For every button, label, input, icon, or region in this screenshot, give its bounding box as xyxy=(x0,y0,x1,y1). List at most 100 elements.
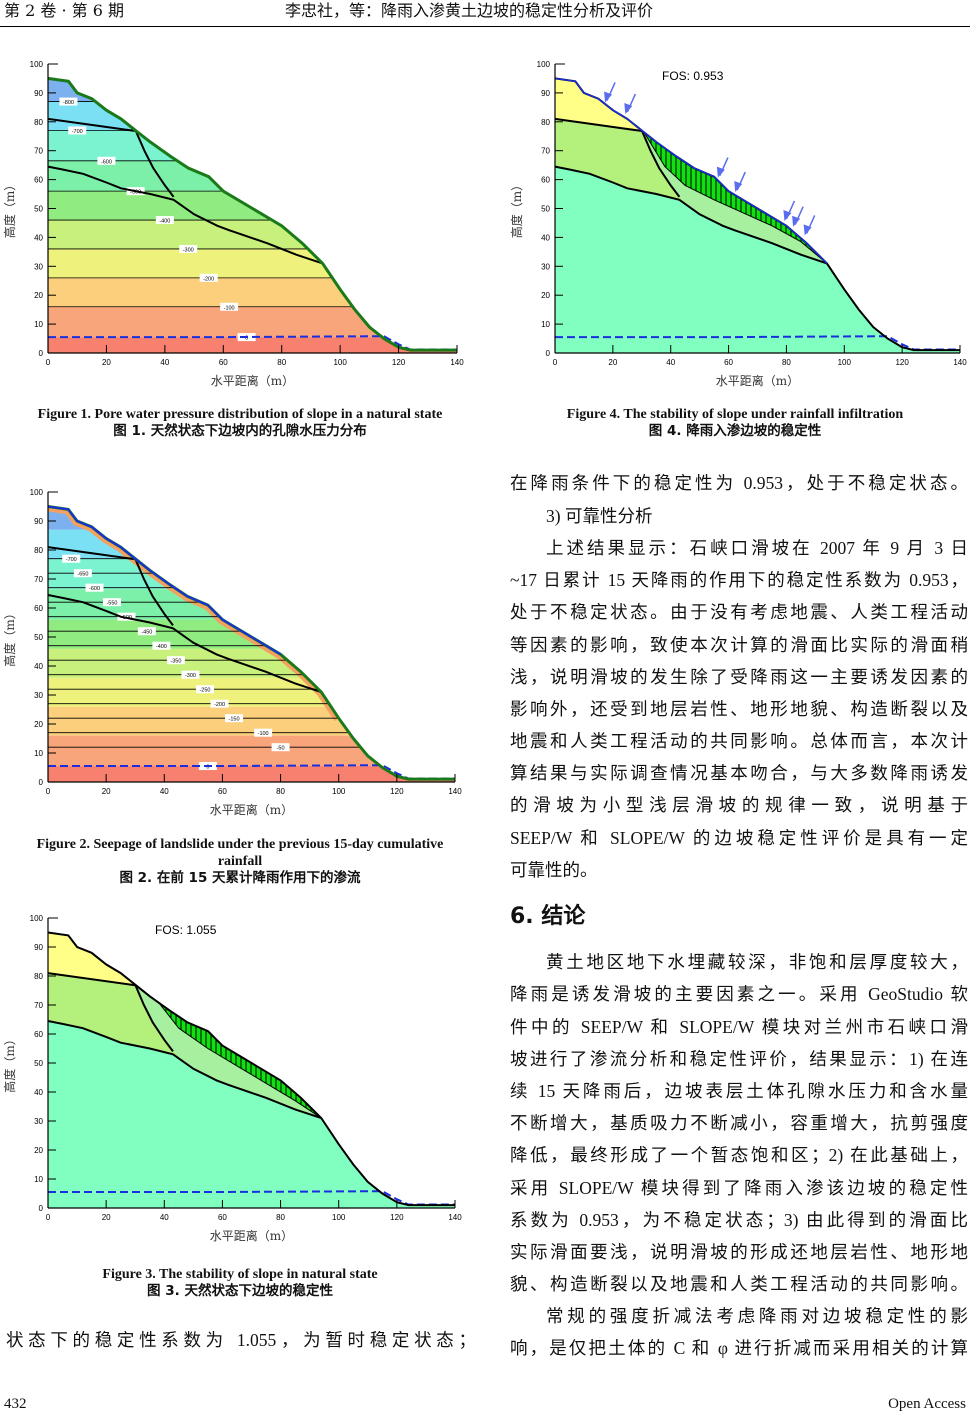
water-table-line xyxy=(48,764,455,780)
y-tick-label: 0 xyxy=(39,349,44,358)
y-axis-label: 高度（m） xyxy=(2,179,17,238)
header-running-title: 李忠社，等：降雨入渗黄土边坡的稳定性分析及评价 xyxy=(285,1,654,20)
pressure-band xyxy=(48,619,455,649)
y-tick-label: 40 xyxy=(34,1088,43,1097)
rainfall-arrow-icon xyxy=(792,215,801,227)
contour-label: -700 xyxy=(66,557,77,563)
x-tick-label: 80 xyxy=(277,358,286,367)
figure-4-caption-en: Figure 4. The stability of slope under r… xyxy=(566,407,904,422)
contour-label: -300 xyxy=(185,673,196,679)
body-text-line: 等因素的影响，致使本次计算的滑面比实际的滑面稍 xyxy=(510,635,968,655)
ground-surface xyxy=(47,76,457,352)
contour-label-bg xyxy=(117,612,136,621)
y-tick-label: 20 xyxy=(34,1146,43,1155)
y-tick-label: 30 xyxy=(34,262,43,271)
publisher: Open Access xyxy=(888,1396,966,1412)
figure-3-caption-zh: 图 3. 天然状态下边坡的稳定性 xyxy=(147,1283,333,1299)
contour-label: -350 xyxy=(170,659,181,665)
lower-layer-boundary xyxy=(47,1020,322,1120)
contour-label-bg xyxy=(179,244,198,253)
x-tick-label: 120 xyxy=(390,1213,404,1222)
y-tick-label: 20 xyxy=(541,291,550,300)
y-tick-label: 50 xyxy=(34,633,43,642)
contour-label: -500 xyxy=(130,190,141,196)
contour-label-bg xyxy=(155,216,174,225)
y-tick-label: 0 xyxy=(39,778,44,787)
contour-label: -50 xyxy=(277,746,285,752)
x-tick-label: 100 xyxy=(333,358,347,367)
body-text-line: 地震和人类工程活动的共同影响。总体而言，本次计 xyxy=(510,731,968,751)
contour-label-bg xyxy=(62,554,81,563)
y-axis-label: 高度（m） xyxy=(2,1033,17,1092)
x-tick-label: 60 xyxy=(218,1213,227,1222)
page-number: 432 xyxy=(4,1396,27,1412)
x-tick-label: 100 xyxy=(332,1213,346,1222)
y-tick-label: 90 xyxy=(34,943,43,952)
body-text-line: 常规的强度折减法考虑降雨对边坡稳定性的影 xyxy=(546,1306,968,1326)
x-tick-label: 60 xyxy=(724,358,733,367)
y-tick-label: 80 xyxy=(34,972,43,981)
contour-label-bg xyxy=(102,598,121,607)
y-tick-label: 10 xyxy=(34,749,43,758)
contour-label: -600 xyxy=(101,159,112,165)
pressure-band xyxy=(48,277,457,307)
rainfall-arrow-icon xyxy=(604,91,613,103)
y-tick-label: 30 xyxy=(541,262,550,271)
water-table-line xyxy=(48,1190,455,1206)
figure-1-caption-zh: 图 1. 天然状态下边坡内的孔隙水压力分布 xyxy=(113,423,367,439)
contour-label: -400 xyxy=(159,219,170,225)
pressure-band xyxy=(48,558,455,590)
y-tick-label: 100 xyxy=(537,60,551,69)
contour-label-bg xyxy=(68,126,87,135)
y-axis-label: 高度（m） xyxy=(2,607,17,666)
upper-layer-boundary xyxy=(554,117,642,132)
x-tick-label: 120 xyxy=(390,787,404,796)
contour-label-bg xyxy=(137,627,156,636)
pressure-band xyxy=(48,220,457,249)
contour-label-bg xyxy=(195,685,214,694)
rainfall-boundary xyxy=(554,77,828,264)
body-text-line: ~17 日累计 15 天降雨的作用下的稳定性系数为 0.953， xyxy=(510,570,968,590)
contour-label-bg xyxy=(220,302,239,311)
contour-label: -250 xyxy=(199,688,210,694)
x-tick-label: 140 xyxy=(448,1213,462,1222)
body-text-line: 貌、构造断裂以及地震和人类工程活动的共同影响。 xyxy=(510,1274,968,1294)
contour-label: -200 xyxy=(203,276,214,282)
pressure-band xyxy=(48,337,457,353)
contour-label: -150 xyxy=(229,717,240,723)
contour-label: -700 xyxy=(72,129,83,135)
y-tick-label: 50 xyxy=(541,205,550,214)
contour-label-bg xyxy=(166,656,185,665)
y-tick-label: 20 xyxy=(34,720,43,729)
x-tick-label: 120 xyxy=(895,358,909,367)
x-axis-label: 水平距离（m） xyxy=(211,373,294,388)
body-text-line: 3) 可靠性分析 xyxy=(546,506,653,526)
body-text-line: 不断增大，基质吸力不断减小，容重增大，抗剪强度 xyxy=(510,1113,968,1133)
body-text-line: 可靠性的。 xyxy=(510,860,598,880)
contour-label: -100 xyxy=(224,305,235,311)
contour-label-bg xyxy=(181,670,200,679)
contour-label: -100 xyxy=(258,731,269,737)
y-tick-label: 0 xyxy=(39,1204,44,1213)
y-tick-label: 90 xyxy=(541,89,550,98)
y-tick-label: 100 xyxy=(30,488,44,497)
pressure-band xyxy=(48,648,455,678)
top-layer xyxy=(555,78,642,131)
x-tick-label: 140 xyxy=(953,358,967,367)
figure-1-caption: Figure 1. Pore water pressure distributi… xyxy=(20,406,460,440)
body-text-line: 算结果与实际调查情况基本吻合，与大多数降雨诱发 xyxy=(510,763,968,783)
body-text-line: 系数为 0.953，为不稳定状态；3) 由此得到的滑面比 xyxy=(510,1210,968,1230)
contour-label: -300 xyxy=(183,247,194,253)
body-text-line: 浅，说明滑坡的发生除了受降雨这一主要诱发因素的 xyxy=(510,667,968,687)
lower-layer-boundary xyxy=(47,594,322,694)
lower-layer-boundary xyxy=(47,165,323,265)
x-tick-label: 140 xyxy=(448,787,462,796)
figure-4-caption: Figure 4. The stability of slope under r… xyxy=(510,406,960,440)
body-text-line: 实际滑面要浅，说明滑坡的形成还地层岩性、地形地 xyxy=(510,1242,968,1262)
x-tick-label: 0 xyxy=(46,358,51,367)
y-tick-label: 10 xyxy=(34,1175,43,1184)
infiltration-boundary xyxy=(47,505,282,656)
pressure-band xyxy=(48,248,457,278)
x-tick-label: 80 xyxy=(276,1213,285,1222)
y-tick-label: 70 xyxy=(541,147,550,156)
